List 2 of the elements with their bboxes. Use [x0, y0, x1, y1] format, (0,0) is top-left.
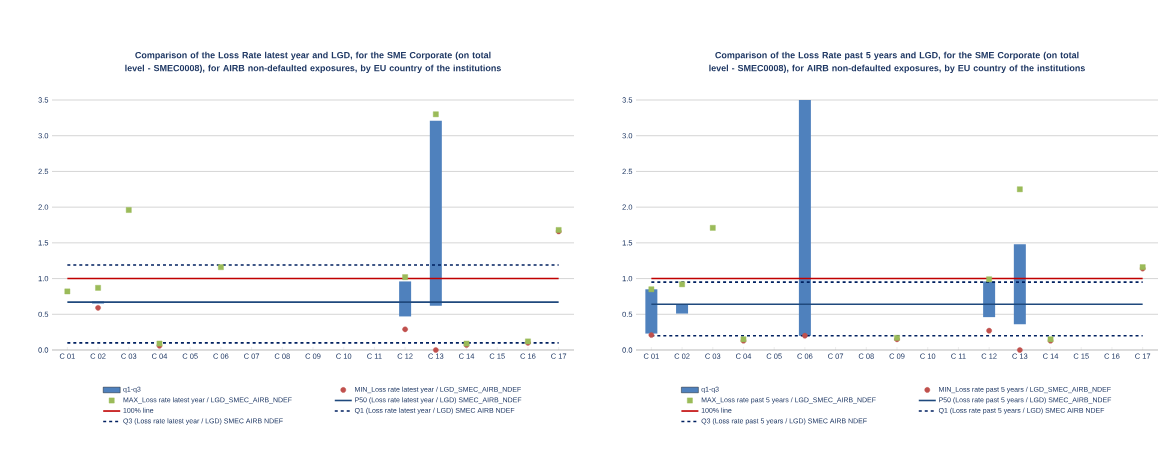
chart-title: Comparison of the Loss Rate latest year and LGD, for the SME Corporate (on total level - SMEC0008), for AIRB non-defaulted exposures, by EU country of the institutions: [125, 51, 501, 73]
chart-title: Comparison of the Loss Rate past 5 years and LGD, for the SME Corporate (on total level - SMEC0008), for AIRB non-defaulted exposures, by EU country of the institutions: [709, 51, 1085, 73]
